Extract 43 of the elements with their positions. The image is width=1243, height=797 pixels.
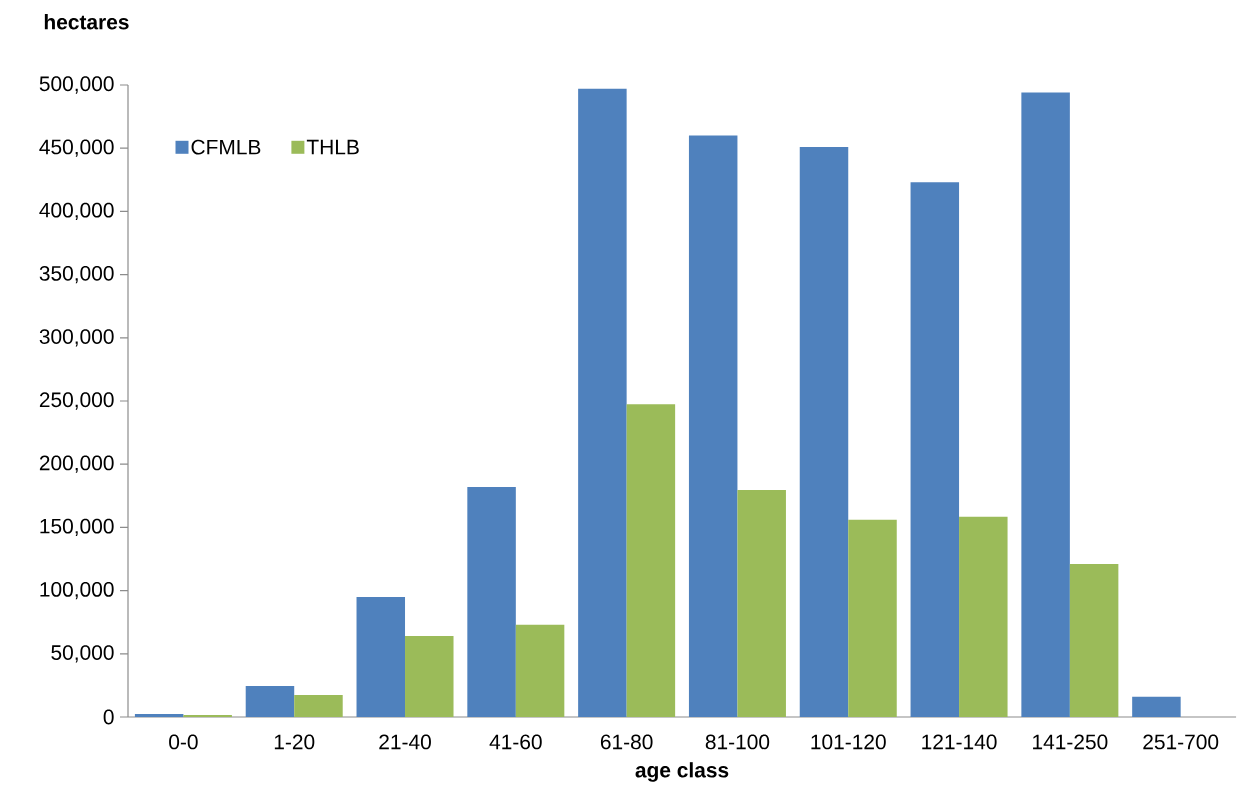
y-tick-label: 350,000 [39, 265, 114, 284]
bar [245, 686, 295, 717]
bar [356, 596, 406, 717]
bar [515, 624, 565, 717]
x-tick-label: 21-40 [379, 734, 431, 750]
y-tick-label: 150,000 [40, 518, 114, 537]
bar [134, 713, 184, 717]
bar [910, 182, 960, 717]
y-axis-title: hectares [44, 14, 129, 30]
bar [405, 636, 454, 717]
y-tick-label: 100,000 [40, 581, 114, 600]
bar [959, 516, 1008, 717]
legend-label: CFMLB [191, 139, 261, 155]
x-tick-label: 61-80 [600, 734, 653, 750]
bar [294, 694, 343, 717]
x-tick-label: 0-0 [169, 734, 198, 750]
y-tick-label: 450,000 [39, 139, 114, 157]
y-tick-label: 0 [103, 709, 114, 725]
x-axis-title: age class [635, 762, 729, 782]
bar [737, 490, 786, 717]
bar [1069, 564, 1119, 717]
legend-label: THLB [306, 139, 359, 155]
y-tick-label: 500,000 [39, 76, 114, 94]
y-tick-label: 250,000 [39, 392, 114, 410]
y-tick-label: 300,000 [39, 329, 114, 347]
bar [799, 146, 849, 717]
bar [848, 519, 897, 717]
bar [467, 486, 516, 717]
bar [626, 404, 676, 717]
x-tick-label: 121-140 [922, 734, 997, 750]
x-tick-label: 81-100 [705, 734, 770, 750]
y-tick-label: 50,000 [51, 645, 114, 663]
y-tick-label: 400,000 [39, 202, 114, 221]
x-tick-label: 141-250 [1033, 734, 1108, 750]
x-tick-label: 1-20 [274, 734, 315, 750]
bar [688, 135, 738, 717]
bar [1021, 92, 1070, 717]
y-tick-label: 200,000 [39, 455, 114, 473]
x-tick-label: 101-120 [811, 734, 886, 750]
x-tick-label: 251-700 [1143, 734, 1219, 750]
bar [1132, 696, 1181, 717]
bar [578, 88, 627, 717]
x-tick-label: 41-60 [489, 734, 542, 750]
